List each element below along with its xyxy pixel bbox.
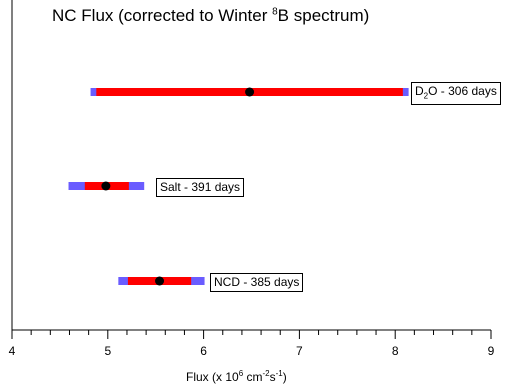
label-d2o: D2O - 306 days	[411, 82, 501, 106]
chart-axes: 4 5 6 7 8 9	[9, 0, 495, 358]
x-axis-label: Flux (x 106 cm-2s-1)	[186, 369, 287, 384]
central-value-point	[101, 181, 111, 191]
x-tick-label: 4	[9, 344, 16, 358]
label-ncd: NCD - 385 days	[210, 273, 304, 292]
central-value-point	[155, 276, 165, 286]
x-tick-label: 7	[296, 344, 303, 358]
x-tick-label: 8	[392, 344, 399, 358]
central-value-point	[245, 87, 255, 97]
label-salt: Salt - 391 days	[156, 178, 245, 197]
x-tick-label: 5	[104, 344, 111, 358]
x-tick-label: 9	[488, 344, 495, 358]
chart-title: NC Flux (corrected to Winter 8B spectrum…	[52, 6, 370, 25]
x-tick-label: 6	[200, 344, 207, 358]
chart-bars	[68, 87, 409, 286]
